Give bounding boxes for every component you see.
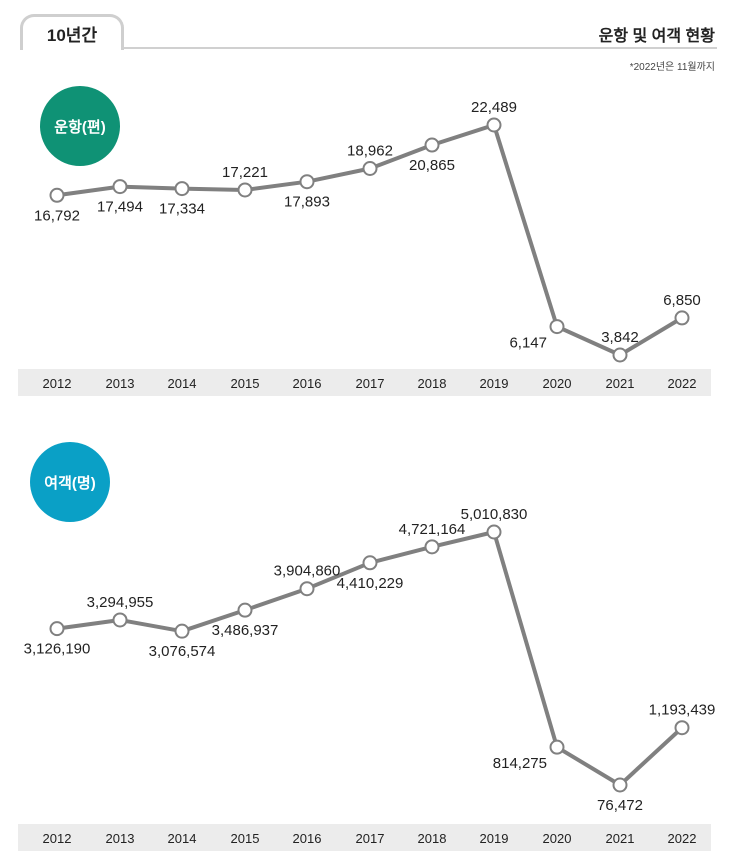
flights-x-tick: 2019 [480, 376, 509, 391]
flights-x-tick: 2018 [418, 376, 447, 391]
flights-badge: 운항(편) [40, 86, 120, 166]
page-title: 운항 및 여객 현황 [598, 28, 715, 45]
passengers-point-2021 [612, 777, 628, 793]
passengers-x-tick: 2019 [480, 831, 509, 846]
passengers-data-label: 814,275 [493, 755, 547, 772]
passengers-point-2012 [49, 621, 65, 637]
flights-x-tick: 2014 [168, 376, 197, 391]
flights-point-2013 [112, 179, 128, 195]
flights-data-label: 6,147 [509, 335, 547, 352]
flights-x-tick: 2013 [106, 376, 135, 391]
flights-badge-label: 운항(편) [54, 118, 106, 136]
header-divider [124, 47, 717, 49]
flights-axis-band [18, 369, 711, 396]
flights-point-2019 [486, 117, 502, 133]
passengers-x-tick: 2020 [543, 831, 572, 846]
passengers-data-label: 5,010,830 [461, 506, 528, 523]
passengers-axis-band [18, 824, 711, 851]
passengers-x-tick: 2022 [668, 831, 697, 846]
passengers-point-2013 [112, 612, 128, 628]
period-note: *2022년은 11월까지 [629, 62, 715, 73]
flights-point-2015 [237, 182, 253, 198]
passengers-line-chart: 3,126,190 2012 3,294,955 2013 3,076,574 2014 3… [24, 506, 716, 846]
period-tab-label: 10년간 [46, 26, 98, 45]
flights-data-label: 17,893 [284, 194, 330, 211]
flights-data-label: 6,850 [663, 292, 701, 309]
passengers-point-2017 [362, 555, 378, 571]
flights-point-2012 [49, 187, 65, 203]
flights-point-2018 [424, 137, 440, 153]
passengers-x-tick: 2016 [293, 831, 322, 846]
passengers-data-label: 3,126,190 [24, 641, 91, 658]
flights-point-2020 [549, 319, 565, 335]
flights-point-2014 [174, 181, 190, 197]
flights-x-tick: 2015 [231, 376, 260, 391]
passengers-x-tick: 2017 [356, 831, 385, 846]
flights-x-tick: 2012 [43, 376, 72, 391]
flights-data-label: 3,842 [601, 329, 639, 346]
flights-data-label: 16,792 [34, 207, 80, 224]
passengers-x-tick: 2014 [168, 831, 197, 846]
flights-point-2022 [674, 310, 690, 326]
flights-line-chart: 16,792 2012 17,494 2013 17,334 2014 17,221 2015… [34, 99, 701, 391]
flights-data-label: 22,489 [471, 99, 517, 116]
flights-data-label: 17,494 [97, 199, 143, 216]
flights-point-2016 [299, 174, 315, 190]
passengers-data-label: 4,721,164 [399, 521, 466, 538]
passengers-badge-label: 여객(명) [44, 474, 96, 492]
passengers-point-2015 [237, 602, 253, 618]
passengers-x-tick: 2012 [43, 831, 72, 846]
flights-x-tick: 2017 [356, 376, 385, 391]
passengers-point-2019 [486, 524, 502, 540]
passengers-point-2018 [424, 539, 440, 555]
flights-data-label: 20,865 [409, 157, 455, 174]
flights-point-2017 [362, 161, 378, 177]
passengers-data-label: 4,410,229 [337, 575, 404, 592]
passengers-data-label: 3,486,937 [212, 622, 279, 639]
passengers-point-2020 [549, 739, 565, 755]
passengers-data-label: 1,193,439 [649, 702, 716, 719]
passengers-x-tick: 2018 [418, 831, 447, 846]
flights-x-tick: 2021 [606, 376, 635, 391]
passengers-badge: 여객(명) [30, 442, 110, 522]
flights-data-label: 18,962 [347, 143, 393, 160]
flights-x-tick: 2016 [293, 376, 322, 391]
passengers-data-label: 76,472 [597, 797, 643, 814]
period-tab[interactable]: 10년간 [20, 14, 124, 50]
passengers-x-tick: 2015 [231, 831, 260, 846]
flights-x-tick: 2022 [668, 376, 697, 391]
passengers-x-tick: 2021 [606, 831, 635, 846]
flights-data-label: 17,221 [222, 164, 268, 181]
flights-point-2021 [612, 347, 628, 363]
passengers-point-2016 [299, 581, 315, 597]
passengers-data-label: 3,294,955 [87, 594, 154, 611]
passengers-data-label: 3,076,574 [149, 643, 216, 660]
flights-data-label: 17,334 [159, 201, 205, 218]
passengers-point-2014 [174, 623, 190, 639]
passengers-data-label: 3,904,860 [274, 563, 341, 580]
passengers-point-2022 [674, 720, 690, 736]
flights-x-tick: 2020 [543, 376, 572, 391]
passengers-x-tick: 2013 [106, 831, 135, 846]
